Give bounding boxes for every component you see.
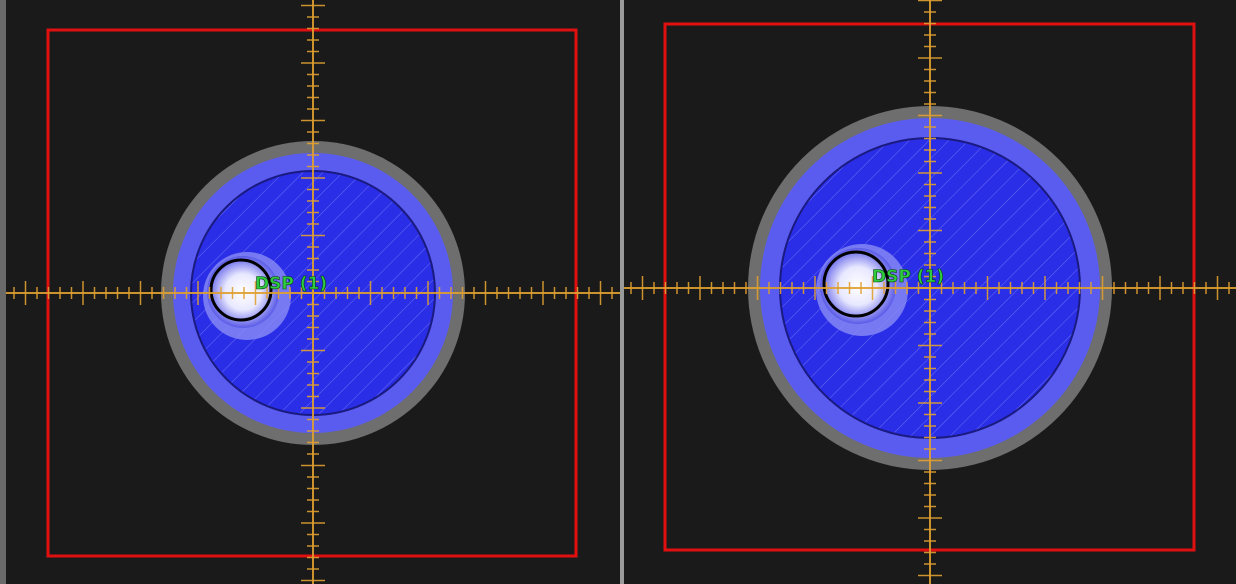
viewer: DSP (1) DSP (1) — [0, 0, 1236, 584]
structure-label: DSP (1) — [255, 274, 327, 294]
left-border — [0, 0, 6, 584]
panel-divider — [620, 0, 624, 584]
structure-label: DSP (1) — [872, 267, 944, 287]
page: DSP (1)DSP (1) (() => { const data = JSO… — [0, 0, 1236, 584]
